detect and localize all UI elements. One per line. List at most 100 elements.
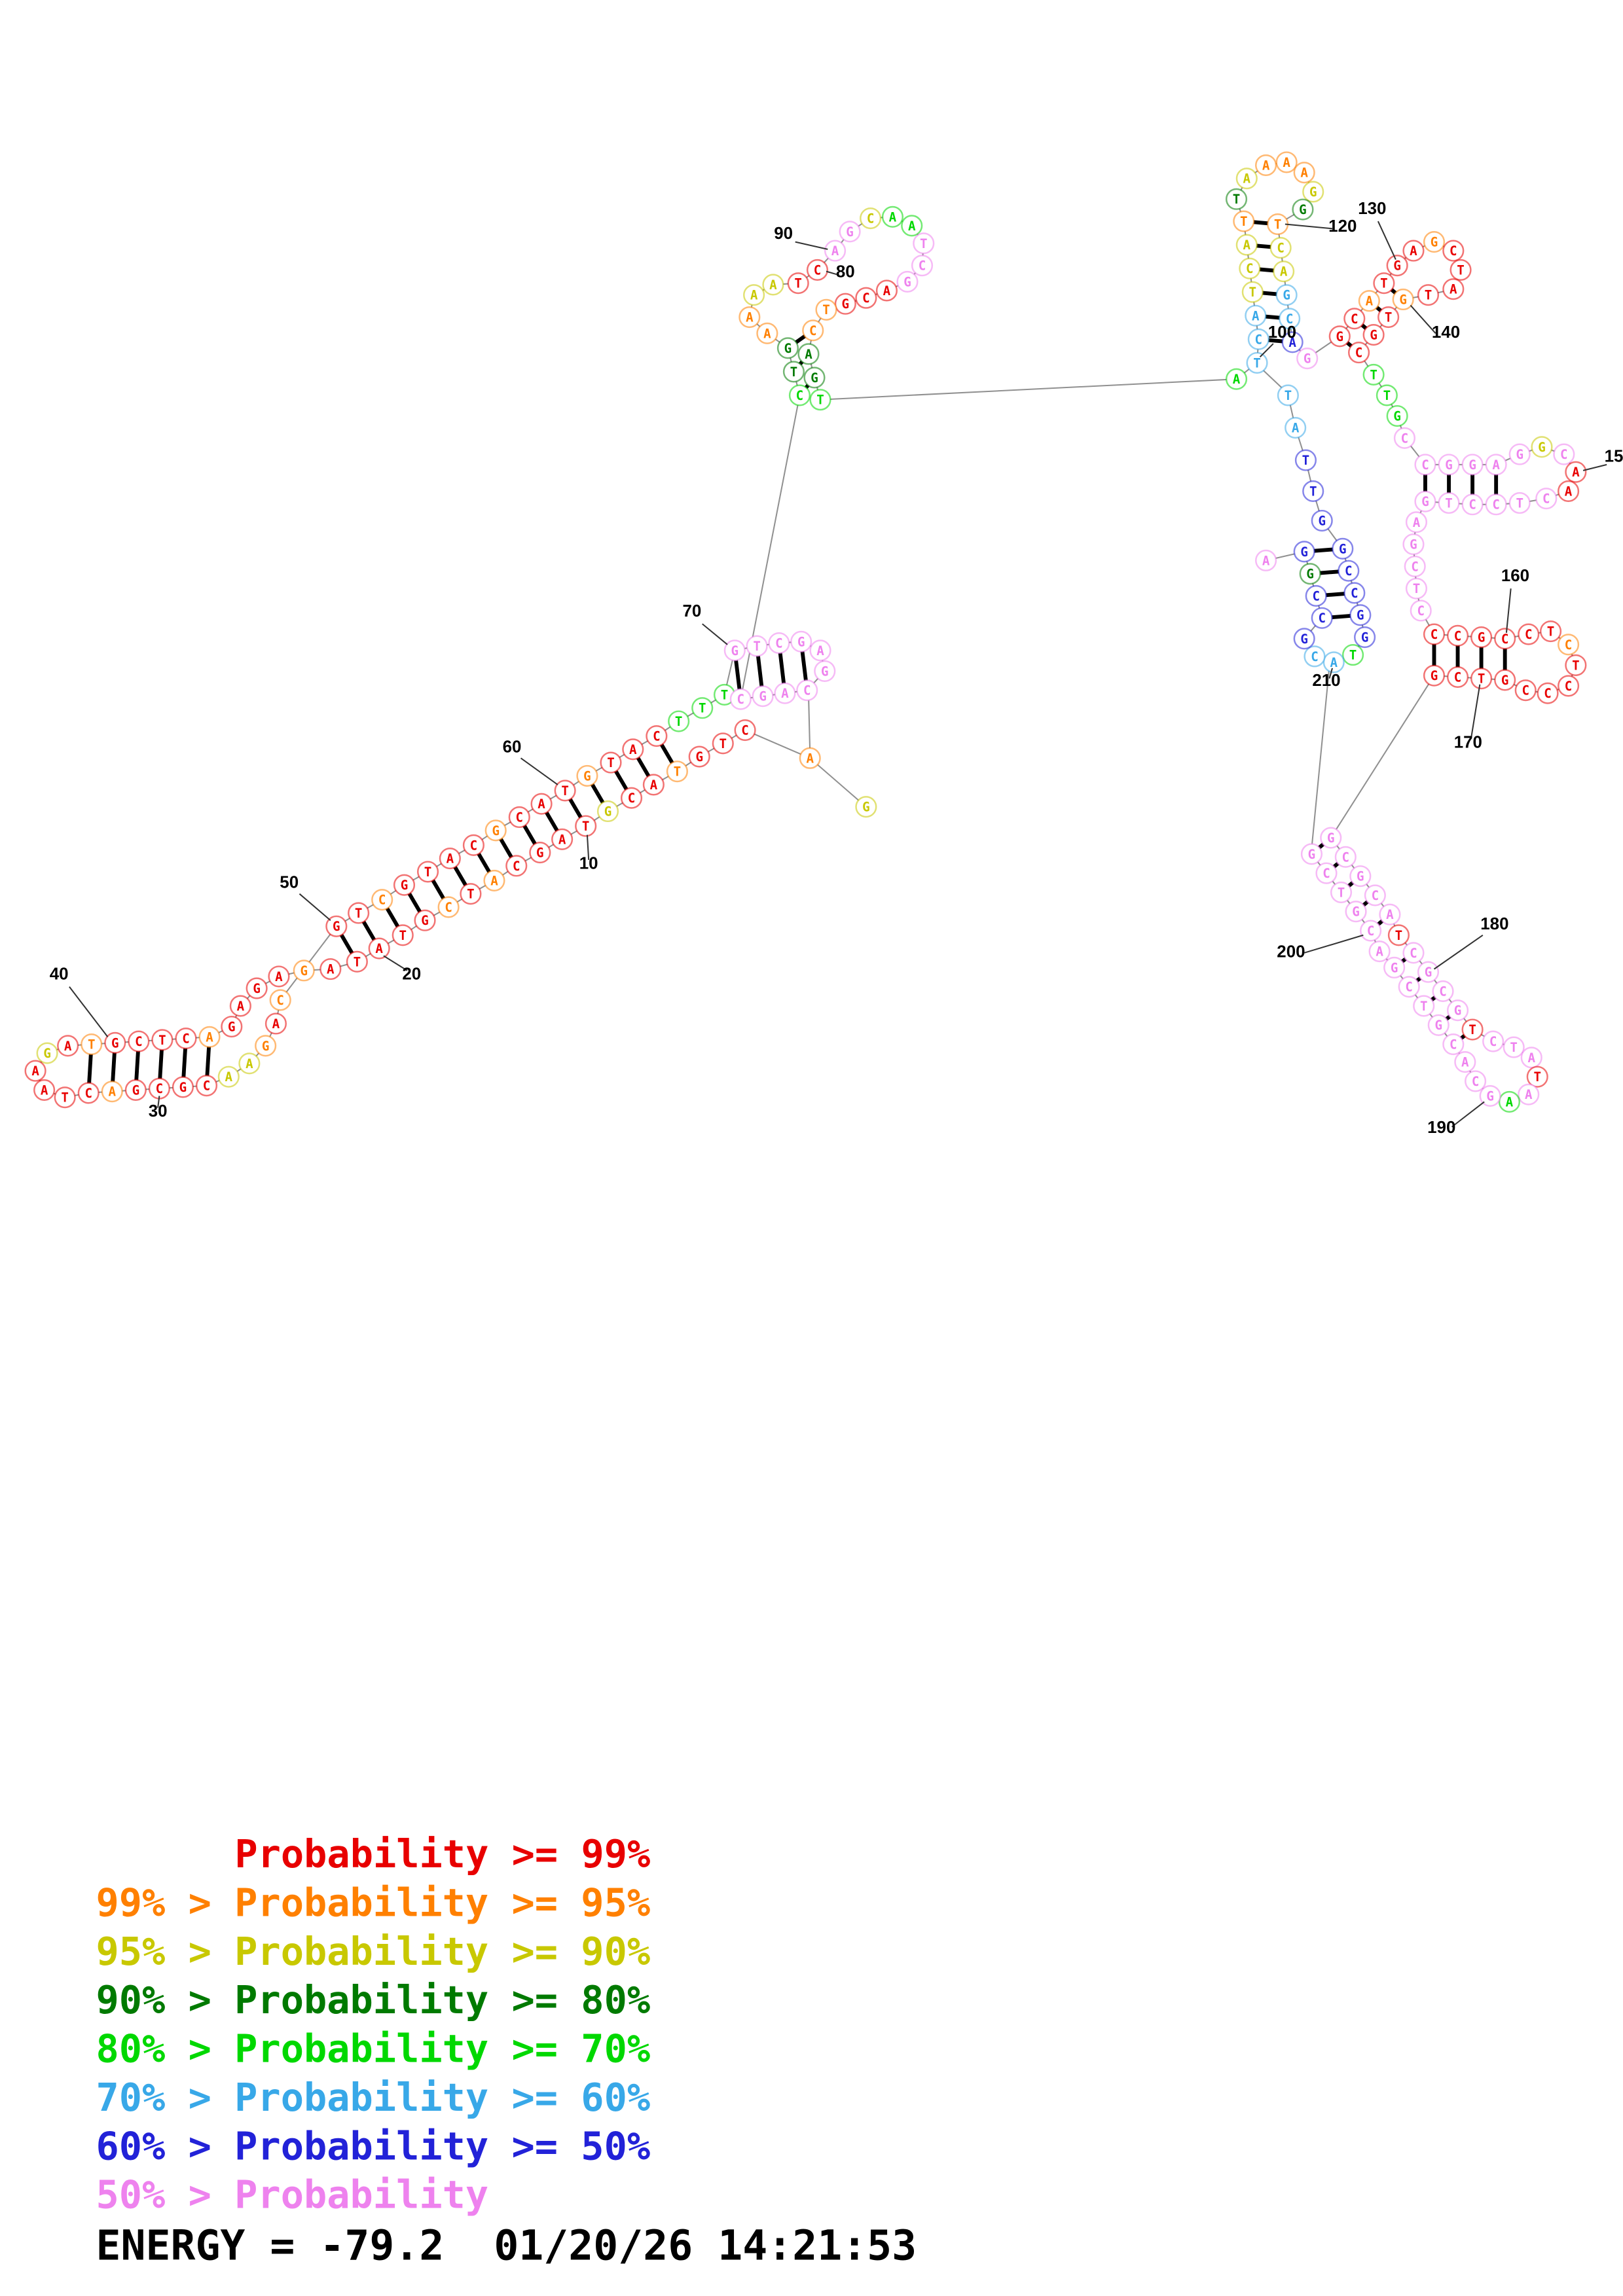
nucleotide-circle — [620, 787, 643, 809]
nucleotide-circle — [691, 697, 714, 719]
nucleotide-circle — [734, 719, 756, 742]
nucleotide-circle — [1255, 549, 1277, 571]
nucleotide-circle — [198, 1026, 221, 1048]
nucleotide-letter: C — [737, 692, 745, 707]
nucleotide-circle — [460, 883, 482, 905]
nucleotide-circle — [1442, 1033, 1465, 1056]
nucleotide-letter: T — [1572, 658, 1580, 673]
nucleotide-letter: A — [1492, 457, 1500, 473]
nucleotide-letter: C — [1454, 670, 1462, 685]
nucleotide-letter: A — [1386, 907, 1394, 922]
nucleotide-letter: C — [1351, 312, 1359, 327]
nucleotide-letter: T — [790, 365, 798, 380]
position-label: 190 — [1427, 1119, 1455, 1137]
nucleotide-circle — [264, 1013, 287, 1035]
nucleotide-circle — [1302, 480, 1324, 503]
legend-row: 95% > Probability >= 90% — [96, 1930, 651, 1975]
nucleotide-circle — [839, 221, 861, 243]
nucleotide-letter: A — [1565, 484, 1573, 499]
nucleotide-letter: G — [1300, 632, 1308, 647]
nucleotide-circle — [913, 232, 935, 255]
nucleotide-circle — [172, 1076, 194, 1098]
nucleotide-letter: T — [920, 236, 928, 251]
nucleotide-circle — [1565, 654, 1587, 676]
nucleotide-letter: A — [41, 1083, 48, 1098]
nucleotide-letter: G — [1478, 630, 1486, 645]
nucleotide-letter: A — [1243, 171, 1251, 187]
leader-line — [795, 241, 828, 250]
nucleotide-circle — [1461, 1018, 1484, 1041]
connector-line — [807, 694, 811, 754]
nucleotide-circle — [1558, 675, 1580, 697]
nucleotide-letter: C — [516, 810, 524, 825]
nucleotide-circle — [1304, 645, 1326, 668]
nucleotide-letter: C — [1351, 586, 1359, 601]
nucleotide-letter: A — [1243, 238, 1251, 253]
nucleotide-letter: G — [1361, 630, 1369, 645]
nucleotide-letter: C — [1454, 628, 1462, 643]
nucleotide-letter: G — [1399, 292, 1407, 307]
nucleotide-letter: G — [1425, 965, 1432, 980]
nucleotide-letter: C — [1544, 686, 1552, 701]
nucleotide-circle — [393, 874, 416, 896]
nucleotide-circle — [1368, 941, 1391, 963]
nucleotide-circle — [124, 1079, 147, 1101]
nucleotide-circle — [768, 632, 790, 655]
nucleotide-circle — [1450, 259, 1472, 281]
nucleotide-circle — [416, 861, 439, 883]
nucleotide-circle — [269, 989, 291, 1011]
nucleotide-letter: C — [84, 1086, 92, 1101]
nucleotide-circle — [1405, 511, 1428, 533]
nucleotide-circle — [688, 745, 710, 768]
nucleotide-circle — [1438, 492, 1460, 514]
nucleotide-letter: C — [1246, 261, 1254, 276]
nucleotide-circle — [221, 1015, 243, 1038]
nucleotide-letter: C — [1492, 497, 1500, 512]
nucleotide-letter: G — [846, 224, 854, 240]
nucleotide-letter: T — [1285, 388, 1292, 403]
nucleotide-circle — [799, 747, 821, 769]
nucleotide-circle — [743, 284, 765, 306]
nucleotide-circle — [1348, 342, 1370, 364]
nucleotide-circle — [788, 384, 811, 406]
nucleotide-letter: T — [1349, 648, 1357, 663]
nucleotide-circle — [790, 630, 812, 653]
nucleotide-circle — [1247, 328, 1269, 350]
nucleotide-letter: G — [604, 804, 612, 819]
nucleotide-circle — [1302, 181, 1324, 203]
nucleotide-circle — [508, 806, 530, 829]
nucleotide-letter: A — [1330, 655, 1338, 670]
nucleotide-letter: A — [246, 1056, 253, 1071]
nucleotide-circle — [54, 1086, 76, 1109]
nucleotide-circle — [1393, 427, 1415, 449]
leader-line — [157, 1096, 160, 1108]
nucleotide-circle — [1383, 956, 1406, 978]
nucleotide-letter: C — [1318, 611, 1326, 626]
nucleotide-letter: G — [1304, 351, 1311, 367]
nucleotide-circle — [762, 274, 784, 296]
nucleotide-circle — [796, 679, 818, 702]
nucleotide-letter: A — [237, 999, 245, 1014]
nucleotide-circle — [855, 796, 877, 818]
leader-line — [1433, 934, 1484, 970]
nucleotide-letter: T — [582, 819, 590, 834]
position-label: 140 — [1432, 323, 1460, 342]
nucleotide-circle — [348, 902, 370, 924]
nucleotide-circle — [1494, 669, 1516, 691]
nucleotide-circle — [806, 259, 829, 281]
nucleotide-circle — [1277, 384, 1299, 406]
position-label: 10 — [579, 854, 598, 872]
nucleotide-circle — [1293, 541, 1315, 563]
nucleotide-letter: C — [1565, 679, 1573, 694]
nucleotide-circle — [255, 1035, 277, 1057]
nucleotide-letter: A — [1288, 335, 1296, 350]
nucleotide-circle — [319, 958, 342, 980]
nucleotide-circle — [1485, 454, 1507, 476]
nucleotide-letter: A — [1262, 553, 1270, 568]
nucleotide-circle — [622, 738, 644, 761]
nucleotide-circle — [1245, 304, 1267, 327]
nucleotide-letter: C — [135, 1034, 143, 1049]
nucleotide-circle — [392, 924, 414, 946]
nucleotide-circle — [1334, 846, 1357, 868]
nucleotide-letter: G — [1309, 185, 1317, 200]
